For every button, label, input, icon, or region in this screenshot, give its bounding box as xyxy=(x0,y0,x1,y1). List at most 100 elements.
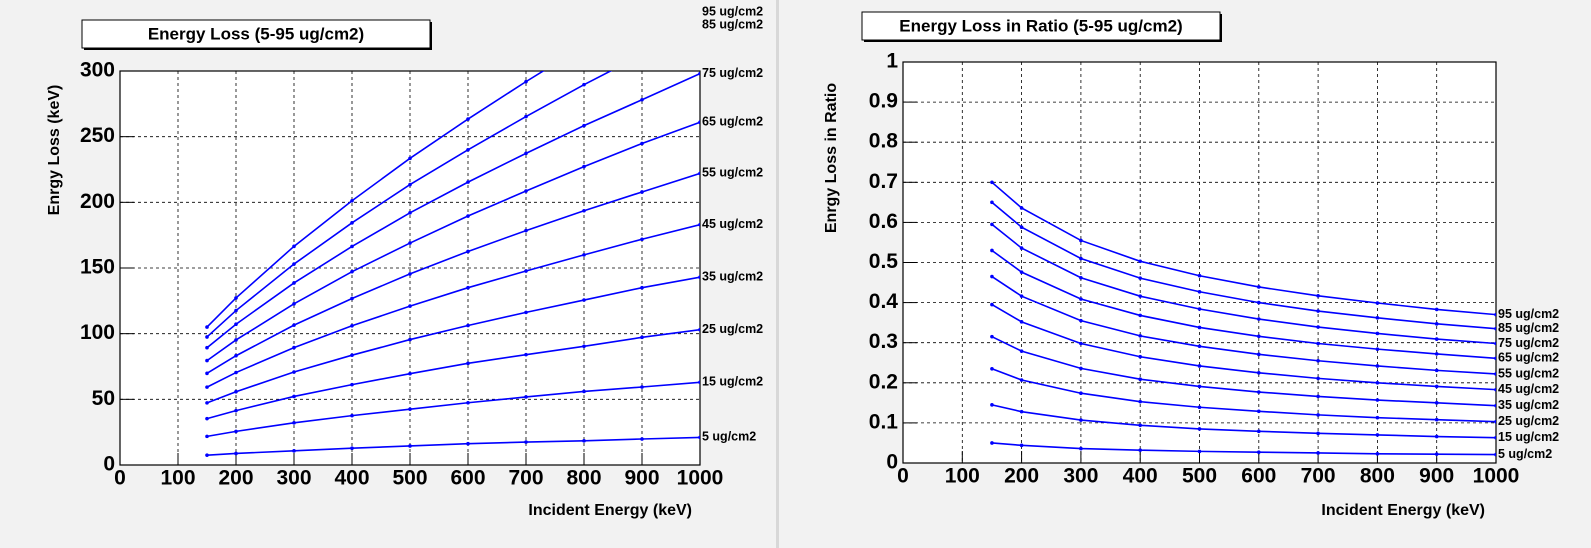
series-label: 5 ug/cm2 xyxy=(702,430,756,444)
x-tick-label: 700 xyxy=(508,467,543,490)
y-tick-label: 300 xyxy=(80,59,115,82)
y-tick-label: 0.9 xyxy=(869,90,898,113)
y-tick-label: 0.2 xyxy=(869,370,898,393)
data-point xyxy=(524,352,528,357)
chart: 0 100 200 300 400 500 600 700 800 900 1000 0 0.1 0.2 0… xyxy=(823,11,1559,519)
data-point xyxy=(582,82,586,87)
y-tick-label: 0.8 xyxy=(869,130,899,153)
data-point xyxy=(1375,433,1380,437)
y-tick-label: 0.1 xyxy=(869,410,899,433)
data-point xyxy=(524,189,528,193)
data-point xyxy=(1197,405,1202,410)
x-axis-title: Incident Energy (keV) xyxy=(528,502,692,519)
data-point xyxy=(292,370,296,374)
series-label: 75 ug/cm2 xyxy=(702,66,763,80)
data-point xyxy=(205,325,209,329)
data-point xyxy=(1079,318,1083,323)
data-point xyxy=(524,310,528,315)
x-tick-label: 100 xyxy=(160,467,195,490)
data-point xyxy=(350,323,354,328)
data-point xyxy=(466,285,470,290)
data-point xyxy=(234,429,238,434)
data-point xyxy=(292,394,296,399)
data-point xyxy=(1316,394,1320,399)
data-point xyxy=(1494,419,1496,424)
series-label: 45 ug/cm2 xyxy=(702,217,763,231)
plot-lines xyxy=(205,71,700,457)
data-point xyxy=(1079,275,1083,280)
data-point xyxy=(466,361,470,366)
data-point xyxy=(350,296,354,301)
data-point xyxy=(292,244,296,249)
data-point xyxy=(1019,409,1024,414)
data-point xyxy=(292,262,296,266)
data-point xyxy=(990,274,994,279)
data-point xyxy=(234,451,238,456)
series-label: 25 ug/cm2 xyxy=(702,322,763,336)
data-point xyxy=(205,434,209,439)
data-point xyxy=(1197,307,1202,311)
plot-lines xyxy=(990,180,1496,457)
x-tick-label: 1000 xyxy=(1473,465,1520,488)
data-point xyxy=(1257,370,1261,375)
data-point xyxy=(408,156,412,161)
data-point xyxy=(698,380,700,385)
series-label: 85 ug/cm2 xyxy=(702,17,763,31)
data-point xyxy=(466,323,470,328)
data-point xyxy=(1079,418,1083,422)
y-tick-label: 1 xyxy=(886,50,898,73)
data-point xyxy=(1375,381,1380,385)
series-line xyxy=(991,223,1496,345)
series-label: 75 ug/cm2 xyxy=(1498,336,1559,350)
data-point xyxy=(234,370,238,375)
x-tick-label: 1000 xyxy=(677,467,724,490)
data-point xyxy=(1375,398,1380,402)
data-point xyxy=(350,446,354,450)
data-point xyxy=(408,272,412,276)
data-point xyxy=(234,408,238,413)
data-point xyxy=(1494,341,1496,346)
data-point xyxy=(582,389,586,394)
data-point xyxy=(698,275,700,279)
data-point xyxy=(990,222,994,227)
data-point xyxy=(1316,451,1320,455)
data-point xyxy=(408,182,412,187)
data-point xyxy=(234,389,238,394)
data-point xyxy=(1494,452,1496,457)
data-point xyxy=(1019,443,1024,448)
data-point xyxy=(205,335,209,339)
y-axis-title: Enrgy Loss (keV) xyxy=(46,85,63,216)
data-point xyxy=(1316,325,1320,329)
data-point xyxy=(990,334,994,339)
series-line xyxy=(206,436,700,456)
x-tick-label: 700 xyxy=(1301,465,1336,488)
series-line xyxy=(206,71,613,338)
x-tick-label: 200 xyxy=(1004,465,1039,488)
data-point xyxy=(408,211,412,215)
x-tick-label: 600 xyxy=(1241,465,1276,488)
data-point xyxy=(1197,344,1202,349)
data-point xyxy=(1138,276,1142,280)
data-point xyxy=(466,180,470,184)
data-point xyxy=(1138,313,1142,318)
data-point xyxy=(698,222,700,227)
data-point xyxy=(640,385,644,389)
data-point xyxy=(990,403,994,407)
x-tick-label: 500 xyxy=(1182,465,1217,488)
data-point xyxy=(205,385,209,389)
series-line xyxy=(991,368,1496,423)
data-point xyxy=(1197,325,1202,330)
data-point xyxy=(1079,297,1083,301)
data-point xyxy=(524,151,528,156)
data-point xyxy=(466,400,470,405)
data-point xyxy=(408,241,412,245)
data-point xyxy=(698,120,700,125)
data-point xyxy=(205,416,209,421)
data-point xyxy=(1434,368,1439,373)
data-point xyxy=(640,237,644,242)
series-line xyxy=(991,303,1496,391)
data-point xyxy=(1019,246,1024,250)
chart: 0 100 200 300 400 500 600 700 800 900 1000 0 50 100 15… xyxy=(46,4,763,519)
data-point xyxy=(466,148,470,152)
